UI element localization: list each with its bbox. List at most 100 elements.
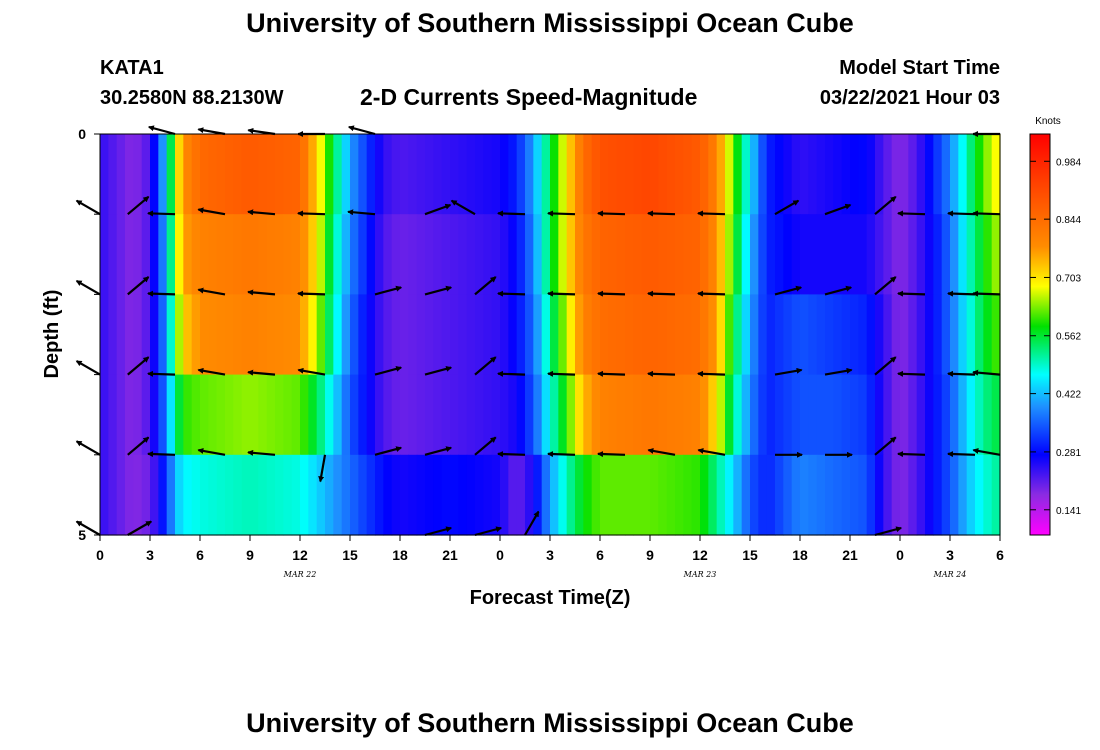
heatmap-cell (158, 374, 168, 456)
current-arrow (697, 370, 726, 377)
heatmap-cell (116, 294, 126, 376)
heatmap-cell (333, 374, 343, 456)
heatmap-cell (725, 214, 734, 295)
heatmap-cell (541, 134, 551, 215)
heatmap-cell (791, 374, 801, 456)
heatmap-cell (825, 134, 834, 215)
current-arrow (197, 448, 226, 456)
heatmap-cell (458, 454, 468, 536)
heatmap-cell (350, 454, 359, 536)
heatmap-cell (725, 374, 734, 456)
heatmap-cell (258, 374, 268, 456)
heatmap-cell (600, 374, 609, 456)
heatmap-cell (858, 294, 868, 376)
heatmap-cell (400, 294, 409, 376)
heatmap-cell (316, 454, 326, 536)
heatmap-cell (683, 294, 693, 376)
colorbar-tick-label: 0.844 (1056, 215, 1081, 226)
heatmap-cell (466, 294, 476, 376)
x-tick-label: 0 (896, 547, 904, 563)
heatmap-cell (566, 134, 576, 215)
heatmap-cell (275, 214, 284, 295)
heatmap-cell (483, 294, 493, 376)
current-arrow (897, 210, 926, 217)
heatmap-cell (225, 214, 234, 295)
heatmap-cell (583, 454, 593, 536)
heatmap-cell (233, 294, 243, 376)
heatmap-cell (416, 454, 426, 536)
heatmap-cell (108, 454, 118, 536)
heatmap-cell (700, 294, 709, 376)
heatmap-cell (300, 294, 309, 376)
heatmap-cell (150, 454, 159, 536)
heatmap-cell (916, 294, 926, 376)
x-tick-label: 3 (946, 547, 954, 563)
heatmap-cell (800, 374, 809, 456)
heatmap-cell (916, 374, 926, 456)
heatmap-cell (941, 294, 951, 376)
heatmap-cell (291, 374, 301, 456)
heatmap-cell (400, 214, 409, 295)
heatmap-cell (666, 454, 676, 536)
heatmap-cell (591, 294, 601, 376)
heatmap-cell (708, 454, 718, 536)
heatmap-cell (200, 294, 209, 376)
current-arrow (127, 195, 150, 216)
heatmap-cell (533, 454, 543, 536)
heatmap-cell (450, 294, 459, 376)
heatmap-cell (350, 294, 359, 376)
x-tick-label: 6 (196, 547, 204, 563)
heatmap-cell (750, 134, 759, 215)
heatmap-cell (475, 374, 484, 456)
current-arrow (197, 287, 226, 296)
heatmap-cell (566, 294, 576, 376)
heatmap-cell (308, 454, 318, 536)
heatmap-cell (608, 134, 618, 215)
heatmap-cell (875, 374, 884, 456)
heatmap-cell (433, 214, 443, 295)
heatmap-cell (341, 134, 351, 215)
heatmap-cell (208, 214, 218, 295)
heatmap-cell (183, 454, 193, 536)
heatmap-cell (516, 454, 526, 536)
current-arrow (474, 276, 497, 296)
heatmap-cell (616, 294, 626, 376)
heatmap-cell (958, 294, 968, 376)
heatmap-cell (900, 294, 909, 376)
heatmap-cell (791, 454, 801, 536)
heatmap-cell (308, 294, 318, 376)
colorbar-tick-label: 0.422 (1056, 390, 1081, 401)
heatmap-cell (208, 454, 218, 536)
heatmap-cell (508, 374, 518, 456)
current-arrow (824, 203, 852, 216)
heatmap-cell (216, 374, 226, 456)
heatmap-cell (800, 294, 809, 376)
y-tick-label: 0 (78, 126, 86, 142)
current-arrow (297, 290, 326, 297)
heatmap-cell (316, 134, 326, 215)
heatmap-cell (883, 134, 893, 215)
current-arrow (972, 369, 1001, 376)
heatmap-cell (366, 214, 376, 295)
heatmap-cell (991, 454, 1001, 536)
heatmap-cell (158, 294, 168, 376)
heatmap-cell (825, 294, 834, 376)
heatmap-cell (900, 214, 909, 295)
heatmap-cell (550, 374, 559, 456)
heatmap-cell (700, 214, 709, 295)
heatmap-cell (883, 454, 893, 536)
heatmap-cell (175, 214, 184, 295)
heatmap-cell (166, 374, 176, 456)
heatmap-cell (850, 294, 859, 376)
heatmap-cell (391, 294, 401, 376)
heatmap-cell (266, 294, 276, 376)
x-tick-label: 18 (392, 547, 408, 563)
heatmap-cell (591, 374, 601, 456)
heatmap-cell (866, 374, 876, 456)
current-arrow (247, 209, 276, 216)
heatmap-cell (641, 294, 651, 376)
heatmap-cell (300, 214, 309, 295)
heatmap-cell (683, 454, 693, 536)
heatmap-cell (308, 134, 318, 215)
heatmap-cell (750, 454, 759, 536)
